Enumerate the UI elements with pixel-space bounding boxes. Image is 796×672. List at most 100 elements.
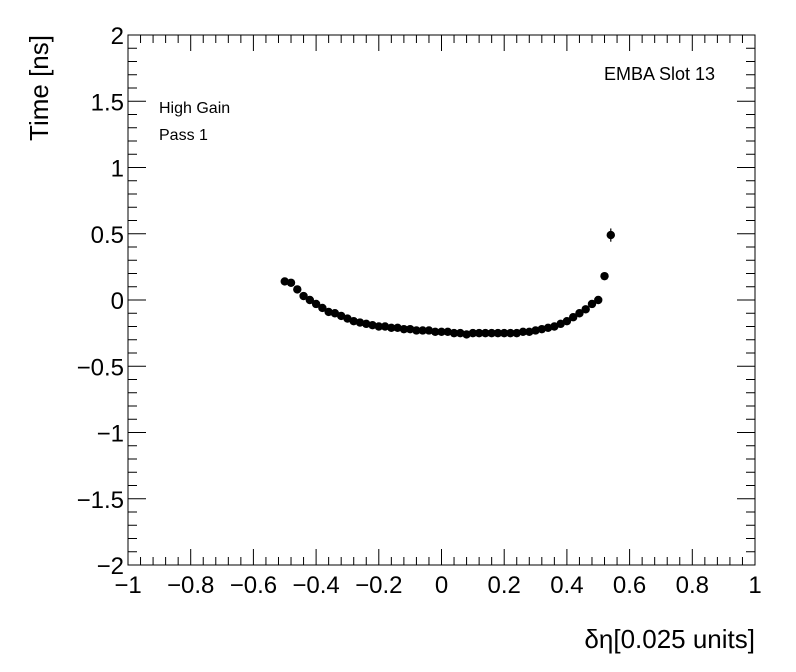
data-point [318, 303, 327, 313]
point-marker [456, 328, 465, 338]
data-points [280, 228, 615, 339]
data-point [506, 328, 515, 338]
point-marker [387, 323, 396, 333]
data-point [468, 328, 478, 338]
data-point [362, 319, 371, 329]
point-marker [581, 305, 590, 314]
point-marker [575, 309, 584, 318]
x-tick-label: 1 [748, 572, 761, 599]
point-marker [562, 317, 572, 326]
point-marker [525, 327, 534, 336]
point-marker [380, 322, 390, 331]
point-marker [487, 328, 496, 338]
point-marker [587, 299, 597, 309]
data-point [531, 326, 540, 335]
point-marker [368, 320, 377, 330]
point-marker [349, 317, 358, 326]
data-point [374, 322, 383, 331]
point-marker [405, 324, 415, 334]
point-marker [355, 318, 365, 327]
point-marker [493, 328, 503, 338]
point-marker [330, 309, 340, 318]
point-marker [443, 327, 452, 336]
x-tick-label: −0.4 [292, 572, 339, 599]
point-marker [424, 326, 434, 335]
data-point [311, 299, 321, 309]
annotation-gain: High Gain [159, 100, 230, 117]
point-marker [531, 326, 540, 335]
x-tick-label: −1 [114, 572, 141, 599]
y-tick-label: 0 [111, 288, 124, 315]
data-point [562, 317, 572, 326]
data-point [474, 328, 484, 338]
axis-ticks [127, 34, 756, 566]
point-marker [336, 311, 346, 321]
point-marker [374, 322, 383, 331]
y-tick-label: −1 [97, 421, 124, 448]
data-point [543, 323, 553, 333]
point-marker [305, 295, 315, 305]
data-point [280, 277, 289, 286]
data-point [537, 324, 547, 334]
data-point [424, 326, 434, 335]
y-axis-title: Time [ns] [24, 35, 54, 141]
data-point [355, 318, 365, 327]
x-tick-label: −0.6 [230, 572, 277, 599]
data-point [518, 327, 528, 336]
point-marker [286, 278, 296, 287]
point-marker [393, 323, 402, 333]
point-marker [311, 299, 321, 309]
y-tick-label: −1.5 [77, 487, 124, 514]
data-point [462, 330, 471, 339]
data-point [399, 324, 409, 334]
point-marker [399, 324, 409, 334]
data-point [412, 326, 421, 335]
data-point [581, 305, 590, 314]
data-point [606, 228, 615, 242]
data-point [525, 327, 534, 336]
data-point [330, 309, 340, 318]
data-point [387, 323, 396, 333]
data-point [324, 307, 333, 317]
data-point [449, 328, 459, 338]
point-marker [600, 271, 609, 281]
x-axis-title: δη[0.025 units] [584, 624, 755, 654]
point-marker [299, 291, 308, 301]
data-point [418, 326, 427, 335]
data-point [493, 328, 503, 338]
data-point [299, 291, 308, 301]
y-tick-label: 2 [111, 23, 124, 50]
point-marker [543, 323, 553, 333]
data-point [431, 327, 440, 336]
annotation-pass: Pass 1 [159, 127, 208, 144]
data-point [286, 278, 296, 287]
point-marker [512, 328, 521, 338]
point-marker [606, 230, 615, 240]
data-point [293, 285, 302, 294]
point-marker [449, 328, 459, 338]
x-tick-labels: −1 −0.8 −0.6 −0.4 −0.2 0 0.2 0.4 0.6 0.8 1 [114, 572, 761, 599]
point-marker [518, 327, 528, 336]
data-point [336, 311, 346, 321]
point-marker [568, 313, 578, 322]
data-point [587, 299, 597, 309]
point-marker [324, 307, 333, 317]
point-marker [481, 328, 490, 338]
data-point [380, 322, 390, 331]
point-marker [594, 295, 603, 305]
point-marker [437, 327, 446, 336]
y-tick-label: −2 [97, 553, 124, 580]
point-marker [474, 328, 484, 338]
x-tick-label: 0.6 [613, 572, 646, 599]
data-point [343, 314, 352, 323]
x-tick-label: −0.2 [355, 572, 402, 599]
y-tick-label: 1.5 [91, 89, 124, 116]
point-marker [343, 314, 352, 323]
data-point [393, 323, 402, 333]
y-tick-label: 1 [111, 156, 124, 183]
point-marker [468, 328, 478, 338]
point-marker [462, 330, 471, 339]
data-point [500, 328, 509, 338]
data-point [305, 295, 315, 305]
